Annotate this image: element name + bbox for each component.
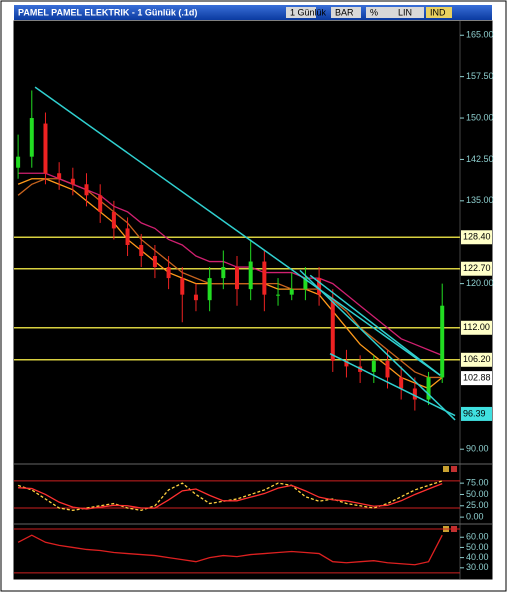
y-tick-label: 30.00 xyxy=(466,562,489,572)
candle-body xyxy=(440,305,445,378)
toolbar-button[interactable] xyxy=(331,7,361,18)
candle-body xyxy=(276,294,281,296)
y-tick-label: 40.00 xyxy=(466,552,489,562)
y-tick-label: 50.00 xyxy=(466,542,489,552)
y-tick-label: 157.50 xyxy=(466,71,494,81)
candle-body xyxy=(57,173,62,179)
toolbar-label: 1 Günlük xyxy=(290,7,327,17)
y-tick-label: 165.00 xyxy=(466,30,494,40)
panel xyxy=(14,480,460,511)
candle-body xyxy=(43,123,48,174)
trend-line xyxy=(329,353,456,417)
candle-body xyxy=(330,300,335,361)
candle-body xyxy=(84,184,89,196)
indicator-line xyxy=(18,482,443,510)
toolbar-label: IND xyxy=(430,7,446,17)
y-tick-label: 50.00 xyxy=(466,489,489,499)
toolbar-button[interactable] xyxy=(366,7,396,18)
candle-body xyxy=(125,228,130,245)
candle-body xyxy=(248,261,253,290)
candle-body xyxy=(385,360,390,378)
candle-body xyxy=(289,289,294,295)
toolbar-button[interactable] xyxy=(394,7,424,18)
y-tick-label: 25.00 xyxy=(466,500,489,510)
y-tick-label: 150.00 xyxy=(466,112,494,122)
candle-body xyxy=(262,261,267,295)
y-tick-label: 120.00 xyxy=(466,278,494,288)
candle-body xyxy=(344,360,349,367)
candle-body xyxy=(98,195,103,212)
price-label-box xyxy=(461,261,492,276)
candle-body xyxy=(166,267,171,279)
indicator-line xyxy=(18,172,443,356)
price-label: 128.40 xyxy=(463,232,491,242)
chart-area xyxy=(13,20,493,580)
price-label: 122.70 xyxy=(463,263,491,273)
toolbar-label: % xyxy=(370,7,378,17)
candle-body xyxy=(29,118,34,157)
toolbar-label: LIN xyxy=(398,7,412,17)
candle-body xyxy=(371,360,376,372)
candle-body xyxy=(426,377,431,400)
candle-body xyxy=(235,267,239,290)
panel xyxy=(14,90,460,411)
candle-body xyxy=(207,278,212,301)
panel xyxy=(14,528,460,574)
candle-body xyxy=(303,278,308,290)
toolbar-button[interactable] xyxy=(286,7,316,18)
candle-body xyxy=(399,377,404,389)
candle-body xyxy=(16,156,21,168)
price-label: 112.00 xyxy=(463,322,490,332)
toolbar-button[interactable] xyxy=(426,7,452,18)
price-label: 102.88 xyxy=(463,372,491,382)
candle-body xyxy=(180,278,185,295)
candle-body xyxy=(139,244,144,257)
price-label-box xyxy=(461,320,492,335)
window-title: PAMEL PAMEL ELEKTRIK - 1 Günlük (.1d) xyxy=(18,7,197,17)
price-label-box xyxy=(461,230,492,245)
indicator-line xyxy=(17,480,443,511)
candle-body xyxy=(152,256,157,268)
panel-button[interactable] xyxy=(451,466,457,472)
price-label: 106.20 xyxy=(463,354,491,364)
candle-body xyxy=(412,388,417,400)
y-tick-label: 0.00 xyxy=(466,511,484,521)
trend-line xyxy=(34,86,441,376)
y-tick-label: 142.50 xyxy=(466,154,494,164)
y-tick-label: 135.00 xyxy=(466,195,494,205)
price-label: 96.39 xyxy=(463,408,486,418)
candle-body xyxy=(221,267,226,279)
candle-body xyxy=(111,211,116,229)
panel-button[interactable] xyxy=(443,466,449,472)
indicator-line xyxy=(17,178,443,379)
trend-line xyxy=(309,274,441,376)
indicator-line xyxy=(17,534,443,566)
candle-body xyxy=(193,294,198,301)
price-label-box xyxy=(461,406,492,421)
candle-body xyxy=(317,278,322,295)
y-tick-label: 75.00 xyxy=(466,478,489,488)
toolbar-label: BAR xyxy=(335,7,354,17)
y-tick-label: 60.00 xyxy=(466,532,489,542)
price-label-box xyxy=(461,352,492,367)
y-tick-label: 90.00 xyxy=(466,444,489,454)
candle-body xyxy=(70,178,75,185)
price-label-box xyxy=(461,371,492,386)
trend-line xyxy=(299,269,456,421)
